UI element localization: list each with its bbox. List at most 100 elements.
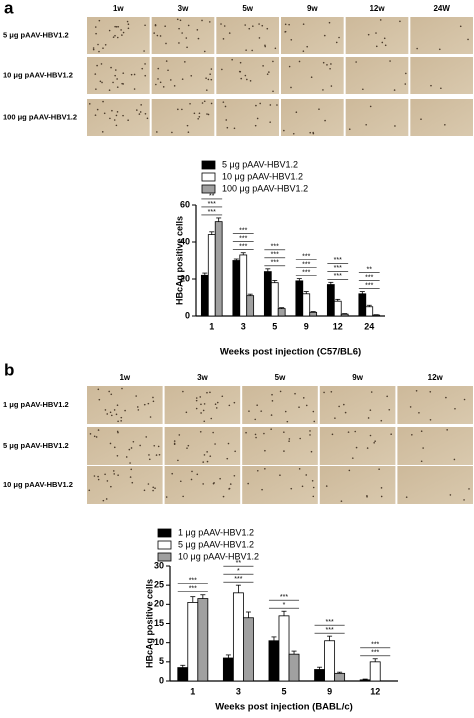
stained-cell: [92, 48, 95, 51]
stained-cell: [248, 27, 251, 30]
micrograph: [242, 386, 318, 424]
stained-cell: [284, 410, 287, 413]
stained-cell: [113, 119, 116, 121]
stained-cell: [133, 88, 136, 90]
y-tick-label: 25: [154, 580, 164, 590]
stained-cell: [164, 25, 166, 28]
x-axis-label: Weeks post injection (BABL/c): [215, 702, 353, 713]
stained-cell: [274, 47, 277, 50]
stained-cell: [245, 431, 247, 434]
stained-cell: [136, 406, 139, 408]
stained-cell: [121, 34, 123, 36]
stained-cell: [258, 23, 260, 25]
stained-cell: [354, 430, 357, 433]
stained-cell: [283, 450, 285, 452]
stained-cell: [430, 84, 432, 87]
stained-cell: [256, 469, 259, 472]
stained-cell: [306, 45, 308, 48]
stained-cell: [298, 406, 300, 409]
stained-cell: [389, 60, 391, 62]
significance-label: ***: [239, 228, 247, 235]
stained-cell: [181, 108, 183, 111]
stained-cell: [299, 437, 301, 440]
stained-cell: [193, 112, 196, 115]
stained-cell: [133, 73, 136, 76]
micrograph: [410, 99, 473, 136]
stained-cell: [445, 396, 447, 399]
stained-cell: [240, 77, 243, 80]
stained-cell: [284, 23, 287, 26]
stained-cell: [222, 38, 225, 40]
micrograph: [281, 17, 344, 54]
stained-cell: [109, 442, 112, 445]
stained-cell: [205, 77, 207, 79]
stained-cell: [269, 104, 272, 106]
stained-cell: [99, 80, 102, 83]
y-tick-label: 40: [180, 236, 190, 246]
panel-label: a: [4, 0, 14, 17]
stained-cell: [310, 450, 313, 453]
stained-cell: [179, 480, 182, 483]
stained-cell: [279, 474, 281, 477]
stained-cell: [122, 31, 125, 34]
stained-cell: [351, 457, 354, 459]
bar: [197, 598, 209, 682]
stained-cell: [153, 32, 155, 34]
stained-cell: [367, 417, 370, 419]
stained-cell: [302, 23, 305, 25]
stained-cell: [261, 488, 263, 491]
stained-cell: [223, 25, 226, 27]
stained-cell: [114, 74, 116, 77]
stained-cell: [411, 434, 413, 436]
stained-cell: [229, 483, 232, 485]
stained-cell: [347, 431, 350, 433]
stained-cell: [126, 20, 129, 23]
stained-cell: [404, 83, 407, 85]
micrograph: [216, 99, 279, 136]
stained-cell: [330, 63, 332, 65]
stained-cell: [143, 50, 145, 52]
stained-cell: [195, 399, 198, 402]
stained-cell: [127, 27, 130, 30]
significance-label: ***: [302, 261, 310, 268]
stained-cell: [283, 129, 285, 132]
stained-cell: [206, 391, 208, 394]
stained-cell: [122, 114, 124, 117]
stained-cell: [263, 432, 265, 435]
stained-cell: [139, 444, 141, 447]
y-tick-label: 10: [154, 637, 164, 647]
stained-cell: [338, 405, 340, 408]
stained-cell: [185, 37, 188, 39]
stained-cell: [140, 104, 142, 106]
stained-cell: [313, 420, 316, 423]
stained-cell: [130, 447, 133, 449]
significance-label: *: [283, 602, 286, 609]
stained-cell: [271, 400, 274, 402]
stained-cell: [276, 104, 278, 106]
stained-cell: [115, 124, 118, 127]
stained-cell: [373, 441, 375, 444]
stained-cell: [209, 391, 211, 394]
stained-cell: [181, 32, 183, 34]
stained-cell: [420, 430, 423, 433]
x-tick-label: 12: [333, 321, 343, 331]
stained-cell: [94, 114, 97, 116]
bar: [288, 653, 300, 682]
stained-cell: [97, 388, 100, 391]
stained-cell: [369, 434, 372, 437]
bar: [177, 667, 189, 682]
stained-cell: [284, 31, 286, 33]
stained-cell: [294, 392, 296, 395]
stained-cell: [446, 429, 448, 431]
column-label: 1w: [113, 4, 124, 13]
stained-cell: [468, 488, 470, 490]
bar: [358, 293, 367, 317]
stained-cell: [157, 78, 159, 80]
stained-cell: [116, 454, 119, 457]
significance-label: ***: [189, 578, 197, 585]
stained-cell: [116, 36, 119, 39]
significance-label: ***: [271, 260, 279, 267]
stained-cell: [459, 25, 462, 28]
legend-swatch: [157, 540, 172, 550]
stained-cell: [322, 61, 325, 64]
